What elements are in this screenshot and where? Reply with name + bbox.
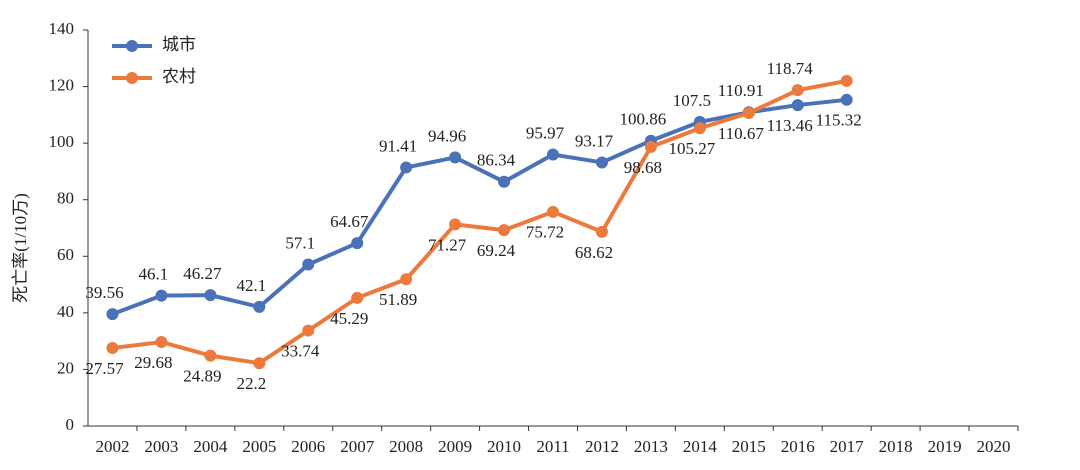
x-tick-label: 2003 xyxy=(144,437,178,456)
data-point xyxy=(693,122,706,135)
data-label: 118.74 xyxy=(767,59,814,78)
data-label: 46.1 xyxy=(139,265,169,284)
x-tick-label: 2002 xyxy=(95,437,129,456)
data-label: 69.24 xyxy=(477,241,516,260)
data-label: 98.68 xyxy=(624,158,662,177)
data-label: 57.1 xyxy=(285,233,315,252)
data-point xyxy=(302,258,315,271)
series-line xyxy=(112,78,848,366)
data-point xyxy=(498,224,511,237)
data-point xyxy=(204,289,217,302)
x-tick-label: 2008 xyxy=(389,437,423,456)
x-tick-label: 2015 xyxy=(732,437,766,456)
data-point xyxy=(351,237,364,250)
data-label: 64.67 xyxy=(330,212,369,231)
series-line xyxy=(111,97,847,316)
data-point xyxy=(840,74,853,87)
data-label: 27.57 xyxy=(85,359,124,378)
x-tick-label: 2005 xyxy=(242,437,276,456)
x-tick-label: 2011 xyxy=(536,437,569,456)
data-point xyxy=(498,175,511,188)
data-point xyxy=(547,148,559,161)
x-tick-label: 2017 xyxy=(830,437,865,456)
x-tick-label: 2018 xyxy=(879,437,913,456)
data-point xyxy=(253,300,266,313)
data-point xyxy=(302,324,315,337)
legend-label: 农村 xyxy=(162,67,196,86)
data-point xyxy=(449,218,462,231)
data-label: 24.89 xyxy=(183,367,221,386)
data-label: 110.91 xyxy=(718,81,764,100)
data-label: 107.5 xyxy=(673,91,711,110)
data-label: 86.34 xyxy=(477,151,516,170)
data-point xyxy=(595,156,608,169)
data-label: 91.41 xyxy=(379,136,417,155)
x-tick-label: 2007 xyxy=(340,437,375,456)
data-label: 100.86 xyxy=(620,110,667,129)
data-label: 110.67 xyxy=(718,124,765,143)
y-tick-label: 120 xyxy=(49,75,75,94)
data-point xyxy=(155,336,168,349)
data-label: 95.97 xyxy=(526,123,565,142)
data-label: 75.72 xyxy=(526,223,564,242)
x-tick-label: 2013 xyxy=(634,437,668,456)
data-label: 45.29 xyxy=(330,309,368,328)
data-label: 51.89 xyxy=(379,290,417,309)
data-point xyxy=(400,161,413,174)
x-tick-label: 2016 xyxy=(781,437,815,456)
legend-label: 城市 xyxy=(162,35,196,54)
data-label: 94.96 xyxy=(428,126,466,145)
y-tick-label: 20 xyxy=(57,358,74,377)
data-point xyxy=(106,308,119,321)
data-point xyxy=(644,140,657,153)
data-label: 42.1 xyxy=(236,276,266,295)
data-point xyxy=(253,357,266,370)
data-label: 33.74 xyxy=(281,341,320,360)
data-label: 29.68 xyxy=(134,353,172,372)
x-tick-label: 2019 xyxy=(928,437,962,456)
data-point xyxy=(400,273,413,286)
data-point xyxy=(106,342,119,355)
data-label: 105.27 xyxy=(668,139,715,158)
x-tick-label: 2020 xyxy=(977,437,1011,456)
data-point xyxy=(791,84,804,97)
y-tick-label: 80 xyxy=(57,189,74,208)
data-label: 39.56 xyxy=(85,283,123,302)
data-label: 115.32 xyxy=(816,111,862,130)
data-point xyxy=(204,349,217,362)
data-point xyxy=(155,289,168,302)
data-point xyxy=(840,93,853,106)
y-axis-label: 死亡率(1/10万) xyxy=(11,193,30,303)
x-tick-label: 2004 xyxy=(193,437,228,456)
x-tick-label: 2014 xyxy=(683,437,718,456)
data-point xyxy=(595,225,608,238)
y-tick-label: 60 xyxy=(57,245,74,264)
legend-marker xyxy=(126,40,138,52)
data-point xyxy=(351,291,364,304)
x-tick-label: 2006 xyxy=(291,437,325,456)
legend-marker xyxy=(126,72,138,84)
data-point xyxy=(547,205,559,218)
x-tick-label: 2009 xyxy=(438,437,472,456)
y-tick-label: 40 xyxy=(57,302,74,321)
data-point xyxy=(449,151,462,164)
data-label: 22.2 xyxy=(236,374,266,393)
x-tick-label: 2012 xyxy=(585,437,619,456)
y-tick-label: 0 xyxy=(66,415,75,434)
x-tick-label: 2010 xyxy=(487,437,521,456)
data-label: 71.27 xyxy=(428,235,467,254)
data-label: 68.62 xyxy=(575,243,613,262)
y-tick-label: 100 xyxy=(49,132,75,151)
data-point xyxy=(742,106,755,119)
data-label: 113.46 xyxy=(767,116,813,135)
data-label: 93.17 xyxy=(575,131,614,150)
data-label: 46.27 xyxy=(183,264,222,283)
data-point xyxy=(791,99,804,112)
y-tick-label: 140 xyxy=(49,19,75,38)
